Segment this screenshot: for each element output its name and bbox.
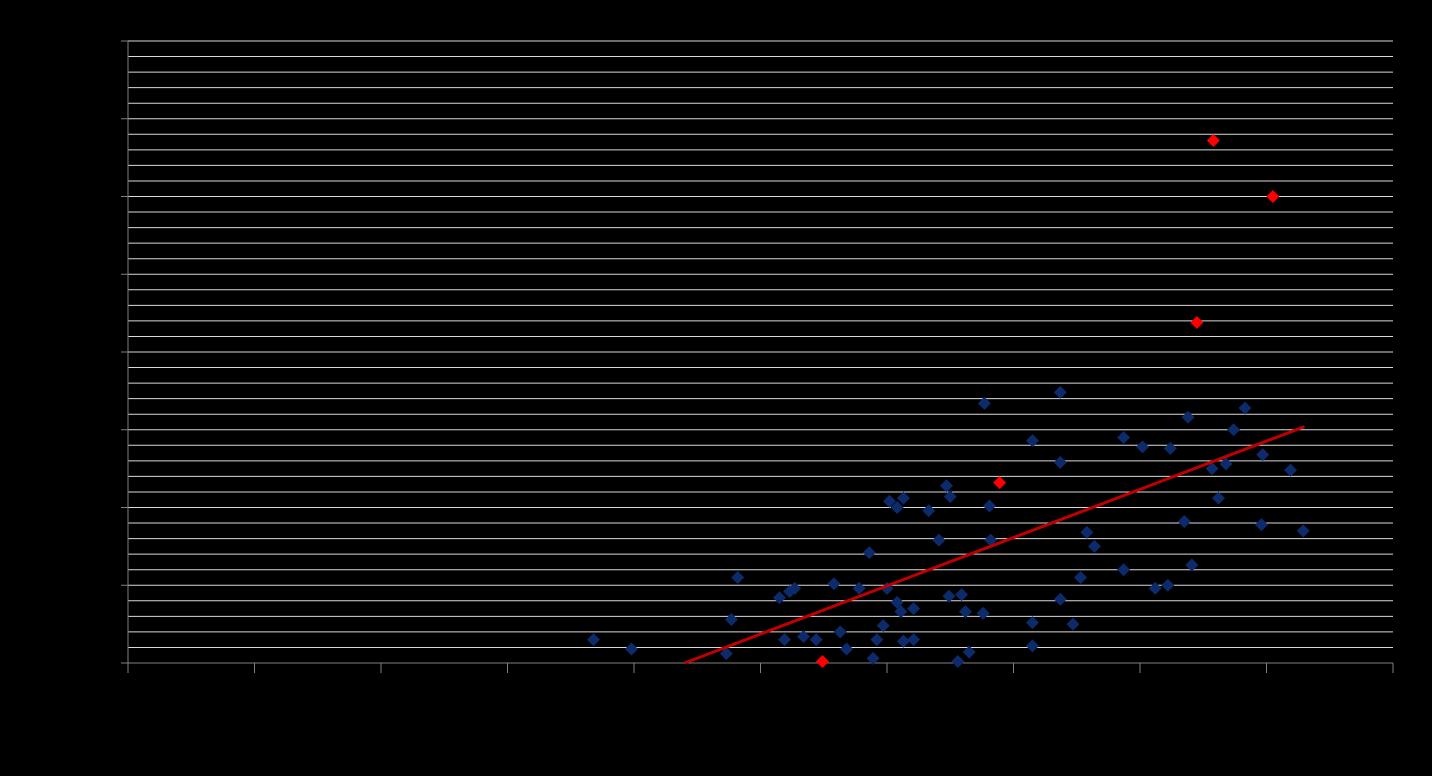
point xyxy=(624,642,638,656)
point xyxy=(1117,563,1131,577)
point xyxy=(1136,440,1150,454)
point xyxy=(724,612,738,626)
point xyxy=(890,595,904,609)
point xyxy=(587,633,601,647)
point xyxy=(1053,385,1067,399)
point xyxy=(809,633,823,647)
trendline xyxy=(684,425,1305,665)
point xyxy=(1163,441,1177,455)
point xyxy=(958,605,972,619)
point xyxy=(778,633,792,647)
point xyxy=(1185,558,1199,572)
point xyxy=(1181,410,1195,424)
point xyxy=(1025,434,1039,448)
point xyxy=(1053,455,1067,469)
point xyxy=(833,625,847,639)
point xyxy=(1238,401,1252,415)
point xyxy=(977,396,991,410)
point xyxy=(876,619,890,633)
point xyxy=(788,581,802,595)
point xyxy=(840,642,854,656)
point xyxy=(870,633,884,647)
point xyxy=(1254,518,1268,532)
point xyxy=(955,588,969,602)
point xyxy=(719,647,733,661)
point xyxy=(1206,134,1220,148)
point xyxy=(976,606,990,620)
point xyxy=(982,499,996,513)
point xyxy=(896,634,910,648)
point xyxy=(1148,581,1162,595)
point xyxy=(894,605,908,619)
point xyxy=(1025,639,1039,653)
point xyxy=(1284,463,1298,477)
point xyxy=(772,591,786,605)
point xyxy=(1025,616,1039,630)
point xyxy=(797,630,811,644)
point xyxy=(1266,190,1280,203)
point xyxy=(907,602,921,616)
point xyxy=(896,491,910,505)
point xyxy=(1117,431,1131,445)
point xyxy=(883,494,897,508)
point xyxy=(1080,525,1094,539)
point xyxy=(951,654,965,668)
point xyxy=(1087,539,1101,553)
point xyxy=(827,577,841,591)
point xyxy=(815,654,829,668)
point xyxy=(1205,462,1219,476)
point xyxy=(962,645,976,659)
point xyxy=(731,570,745,584)
point xyxy=(922,504,936,518)
point xyxy=(1190,315,1204,329)
point xyxy=(862,546,876,560)
point xyxy=(932,533,946,547)
point xyxy=(1211,491,1225,505)
point xyxy=(1256,448,1270,462)
point xyxy=(866,651,880,665)
point xyxy=(1227,423,1241,437)
point xyxy=(939,479,953,493)
point xyxy=(1296,524,1310,538)
point xyxy=(993,476,1007,490)
point xyxy=(984,533,998,547)
point xyxy=(890,501,904,514)
point xyxy=(1177,514,1191,528)
point xyxy=(852,581,866,595)
point xyxy=(1074,570,1088,584)
point xyxy=(942,589,956,603)
point xyxy=(1066,617,1080,631)
point xyxy=(1219,457,1233,471)
point xyxy=(1161,578,1175,592)
point xyxy=(943,490,957,504)
point xyxy=(907,633,921,647)
point xyxy=(1053,592,1067,606)
